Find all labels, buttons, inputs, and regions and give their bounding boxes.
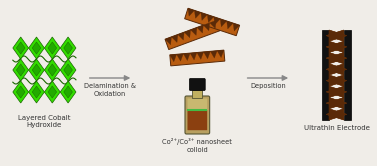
Polygon shape [214,17,220,25]
Polygon shape [326,97,344,109]
Polygon shape [16,64,25,76]
Polygon shape [60,37,76,59]
Polygon shape [197,25,203,33]
Polygon shape [32,86,41,98]
Text: Ultrathin Electrode: Ultrathin Electrode [303,125,369,131]
FancyBboxPatch shape [187,98,207,112]
Polygon shape [60,59,76,81]
Polygon shape [29,37,44,59]
Polygon shape [329,30,347,41]
Text: Layered Cobalt
Hydroxide: Layered Cobalt Hydroxide [18,115,70,128]
Polygon shape [210,20,216,28]
Polygon shape [170,50,225,66]
Text: Delamination &
Oxidation: Delamination & Oxidation [84,83,136,96]
Polygon shape [329,30,347,120]
Polygon shape [13,37,29,59]
Polygon shape [329,97,347,109]
Polygon shape [184,30,190,38]
Polygon shape [233,23,240,31]
Polygon shape [29,81,44,103]
Polygon shape [64,42,72,54]
Polygon shape [13,59,29,81]
Polygon shape [185,8,240,36]
Polygon shape [326,109,344,120]
Polygon shape [217,50,224,58]
Polygon shape [326,30,344,41]
Bar [322,30,329,120]
Polygon shape [326,52,344,64]
Polygon shape [29,59,44,81]
Polygon shape [64,64,72,76]
Bar [344,30,351,120]
Polygon shape [326,64,344,75]
FancyBboxPatch shape [189,79,205,90]
Polygon shape [326,41,344,52]
Polygon shape [64,86,72,98]
Polygon shape [165,20,220,50]
Polygon shape [176,54,183,61]
Polygon shape [329,109,347,120]
Polygon shape [329,64,347,75]
Polygon shape [227,21,233,29]
Polygon shape [16,42,25,54]
Polygon shape [220,19,227,27]
Polygon shape [44,59,60,81]
Text: Co²⁺/Co³⁺ nanosheet
colloid: Co²⁺/Co³⁺ nanosheet colloid [162,138,232,153]
Polygon shape [326,75,344,86]
Polygon shape [44,37,60,59]
Polygon shape [197,52,204,59]
Polygon shape [170,54,176,62]
Polygon shape [178,32,184,40]
Polygon shape [201,12,207,20]
Polygon shape [13,81,29,103]
Polygon shape [48,42,57,54]
Polygon shape [329,75,347,86]
Polygon shape [60,81,76,103]
Polygon shape [203,23,210,31]
Polygon shape [329,41,347,52]
Polygon shape [183,53,190,61]
Text: Deposition: Deposition [250,83,286,89]
Polygon shape [44,81,60,103]
Polygon shape [172,35,178,42]
Polygon shape [16,86,25,98]
Polygon shape [32,64,41,76]
Polygon shape [326,30,344,120]
Polygon shape [48,64,57,76]
Polygon shape [329,52,347,64]
Polygon shape [188,8,195,16]
Polygon shape [32,42,41,54]
FancyBboxPatch shape [187,110,207,130]
Polygon shape [207,15,214,23]
Polygon shape [48,86,57,98]
FancyBboxPatch shape [185,96,210,134]
Polygon shape [210,51,217,58]
Polygon shape [190,52,197,60]
Polygon shape [165,37,172,45]
Polygon shape [326,86,344,97]
Polygon shape [190,28,197,35]
Polygon shape [195,10,201,18]
Polygon shape [192,89,202,97]
Polygon shape [329,86,347,97]
Polygon shape [204,51,210,59]
